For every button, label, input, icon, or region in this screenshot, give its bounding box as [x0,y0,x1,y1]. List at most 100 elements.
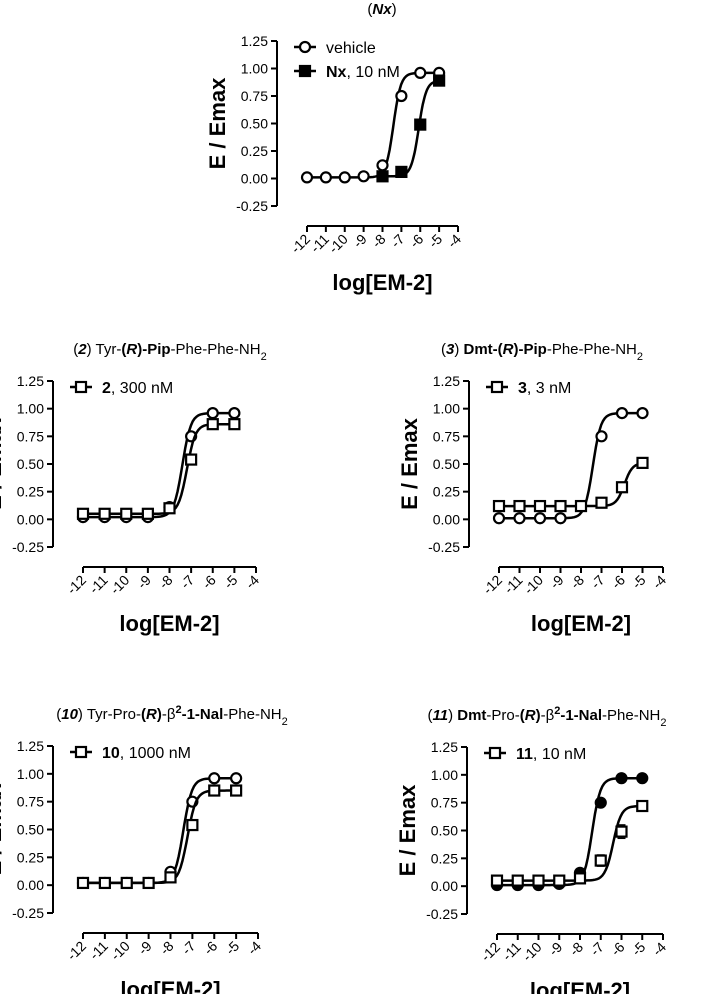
data-point [595,496,608,509]
data-point [208,784,221,797]
chart-title-part: 2 [554,705,560,717]
series-1 [492,406,649,525]
x-tick-label: -6 [608,939,628,959]
y-axis-title: E / Emax [397,417,422,509]
legend-marker [490,380,504,394]
data-point [573,872,587,885]
data-point [595,430,608,443]
data-point [98,876,111,890]
chart-title-part: R [503,341,514,358]
chart-title-part: -Phe-NH [602,707,660,724]
fit-curve [83,422,235,516]
series-2 [492,456,649,513]
x-tick-label: -4 [242,572,262,592]
y-tick-label: -0.25 [428,539,460,555]
chart-title-part: 2 [282,716,288,728]
y-tick-label: 0.00 [17,511,44,527]
chart-title-part: ( [121,341,126,358]
legend-marker [298,40,312,54]
data-point [228,418,241,431]
y-tick-label: 0.25 [431,850,458,866]
data-point [636,772,649,785]
chart-title-part: -Phe-Phe-NH [547,341,637,358]
legend-marker [74,380,88,394]
x-tick-label: -9 [135,938,155,958]
chart-panel-5: (11) Dmt-Pro-(R)-β2-1-Nal-Phe-NH21.251.0… [395,705,669,994]
data-point [636,456,649,469]
data-point [141,507,154,520]
y-tick-label: 1.00 [431,767,458,783]
y-tick-label: 0.75 [433,428,460,444]
data-point [319,171,332,184]
legend-label: 11, 10 nM [516,746,586,763]
y-tick-label: 1.25 [431,739,458,755]
chart-title-part: 2 [660,717,666,729]
x-tick-label: -10 [519,939,545,965]
chart-title-part: ) [157,706,162,723]
chart-title-part: ) Tyr- [87,341,122,358]
x-tick-label: -4 [444,231,464,251]
y-tick-label: 0.00 [431,878,458,894]
chart-title-part: -Phe-NH [223,706,281,723]
chart-title-part: -Phe-Phe-NH [171,341,261,358]
chart-title-part: R [146,706,157,723]
chart-panel-2: (2) Tyr-(R)-Pip-Phe-Phe-NH21.251.000.750… [0,341,267,636]
chart-title-part: -1-Nal [560,707,602,724]
x-axis-title: log[EM-2] [530,978,630,994]
chart-title-part: 11 [432,707,448,724]
legend-marker [488,746,502,760]
chart-title-part: 2 [637,351,643,363]
legend-label-part: 3 [518,380,527,397]
data-point [414,118,427,131]
x-tick-label: -5 [425,231,445,251]
chart-title-part: ( [427,707,432,724]
x-tick-label: -5 [220,572,240,592]
y-tick-label: 0.50 [17,456,44,472]
chart-title-part: ) [448,707,457,724]
y-axis-title: E / Emax [0,417,6,509]
x-tick-label: -4 [649,939,669,959]
x-tick-label: -7 [588,572,608,592]
x-tick-label: -8 [567,572,587,592]
series-2 [376,74,446,183]
chart-title-part: ) Tyr-Pro- [78,706,141,723]
data-point [636,406,649,420]
chart-title-part: ( [367,1,372,18]
data-point [414,66,427,80]
legend-entry: 3, 3 nM [486,380,571,397]
x-tick-label: -8 [369,231,389,251]
y-axis-title: E / Emax [0,783,6,875]
y-tick-label: 0.75 [17,794,44,810]
legend-label-part: 2 [102,380,111,397]
series-2 [76,418,241,520]
legend-label-part: , 10 nM [346,64,399,81]
y-tick-label: 0.75 [431,795,458,811]
series-2 [490,799,649,887]
x-tick-label: -8 [157,938,177,958]
y-tick-label: -0.25 [426,906,458,922]
data-point [532,874,545,887]
y-tick-label: 0.50 [17,822,44,838]
x-tick-label: -6 [199,572,219,592]
data-point [511,874,524,887]
chart-title-part: -1-Nal [182,706,224,723]
legend-entry: 11, 10 nM [484,746,586,763]
data-point [395,165,408,178]
data-point [186,818,199,832]
chart-title-part: Dmt-( [464,341,503,358]
legend-marker [74,745,88,759]
x-tick-label: -6 [200,938,220,958]
x-tick-label: -10 [107,572,133,598]
x-tick-label: -4 [244,938,264,958]
chart-title-part: ) [392,1,397,18]
x-tick-label: -9 [350,231,370,251]
y-tick-label: 0.75 [17,428,44,444]
chart-title-part: 2 [77,341,87,358]
data-point [492,499,506,513]
fit-curve [497,804,643,882]
chart-title-part: -Pro- [486,707,519,724]
y-tick-label: 1.00 [17,766,44,782]
data-point [206,418,219,431]
series-1 [300,66,446,184]
y-tick-label: 0.75 [241,88,268,104]
